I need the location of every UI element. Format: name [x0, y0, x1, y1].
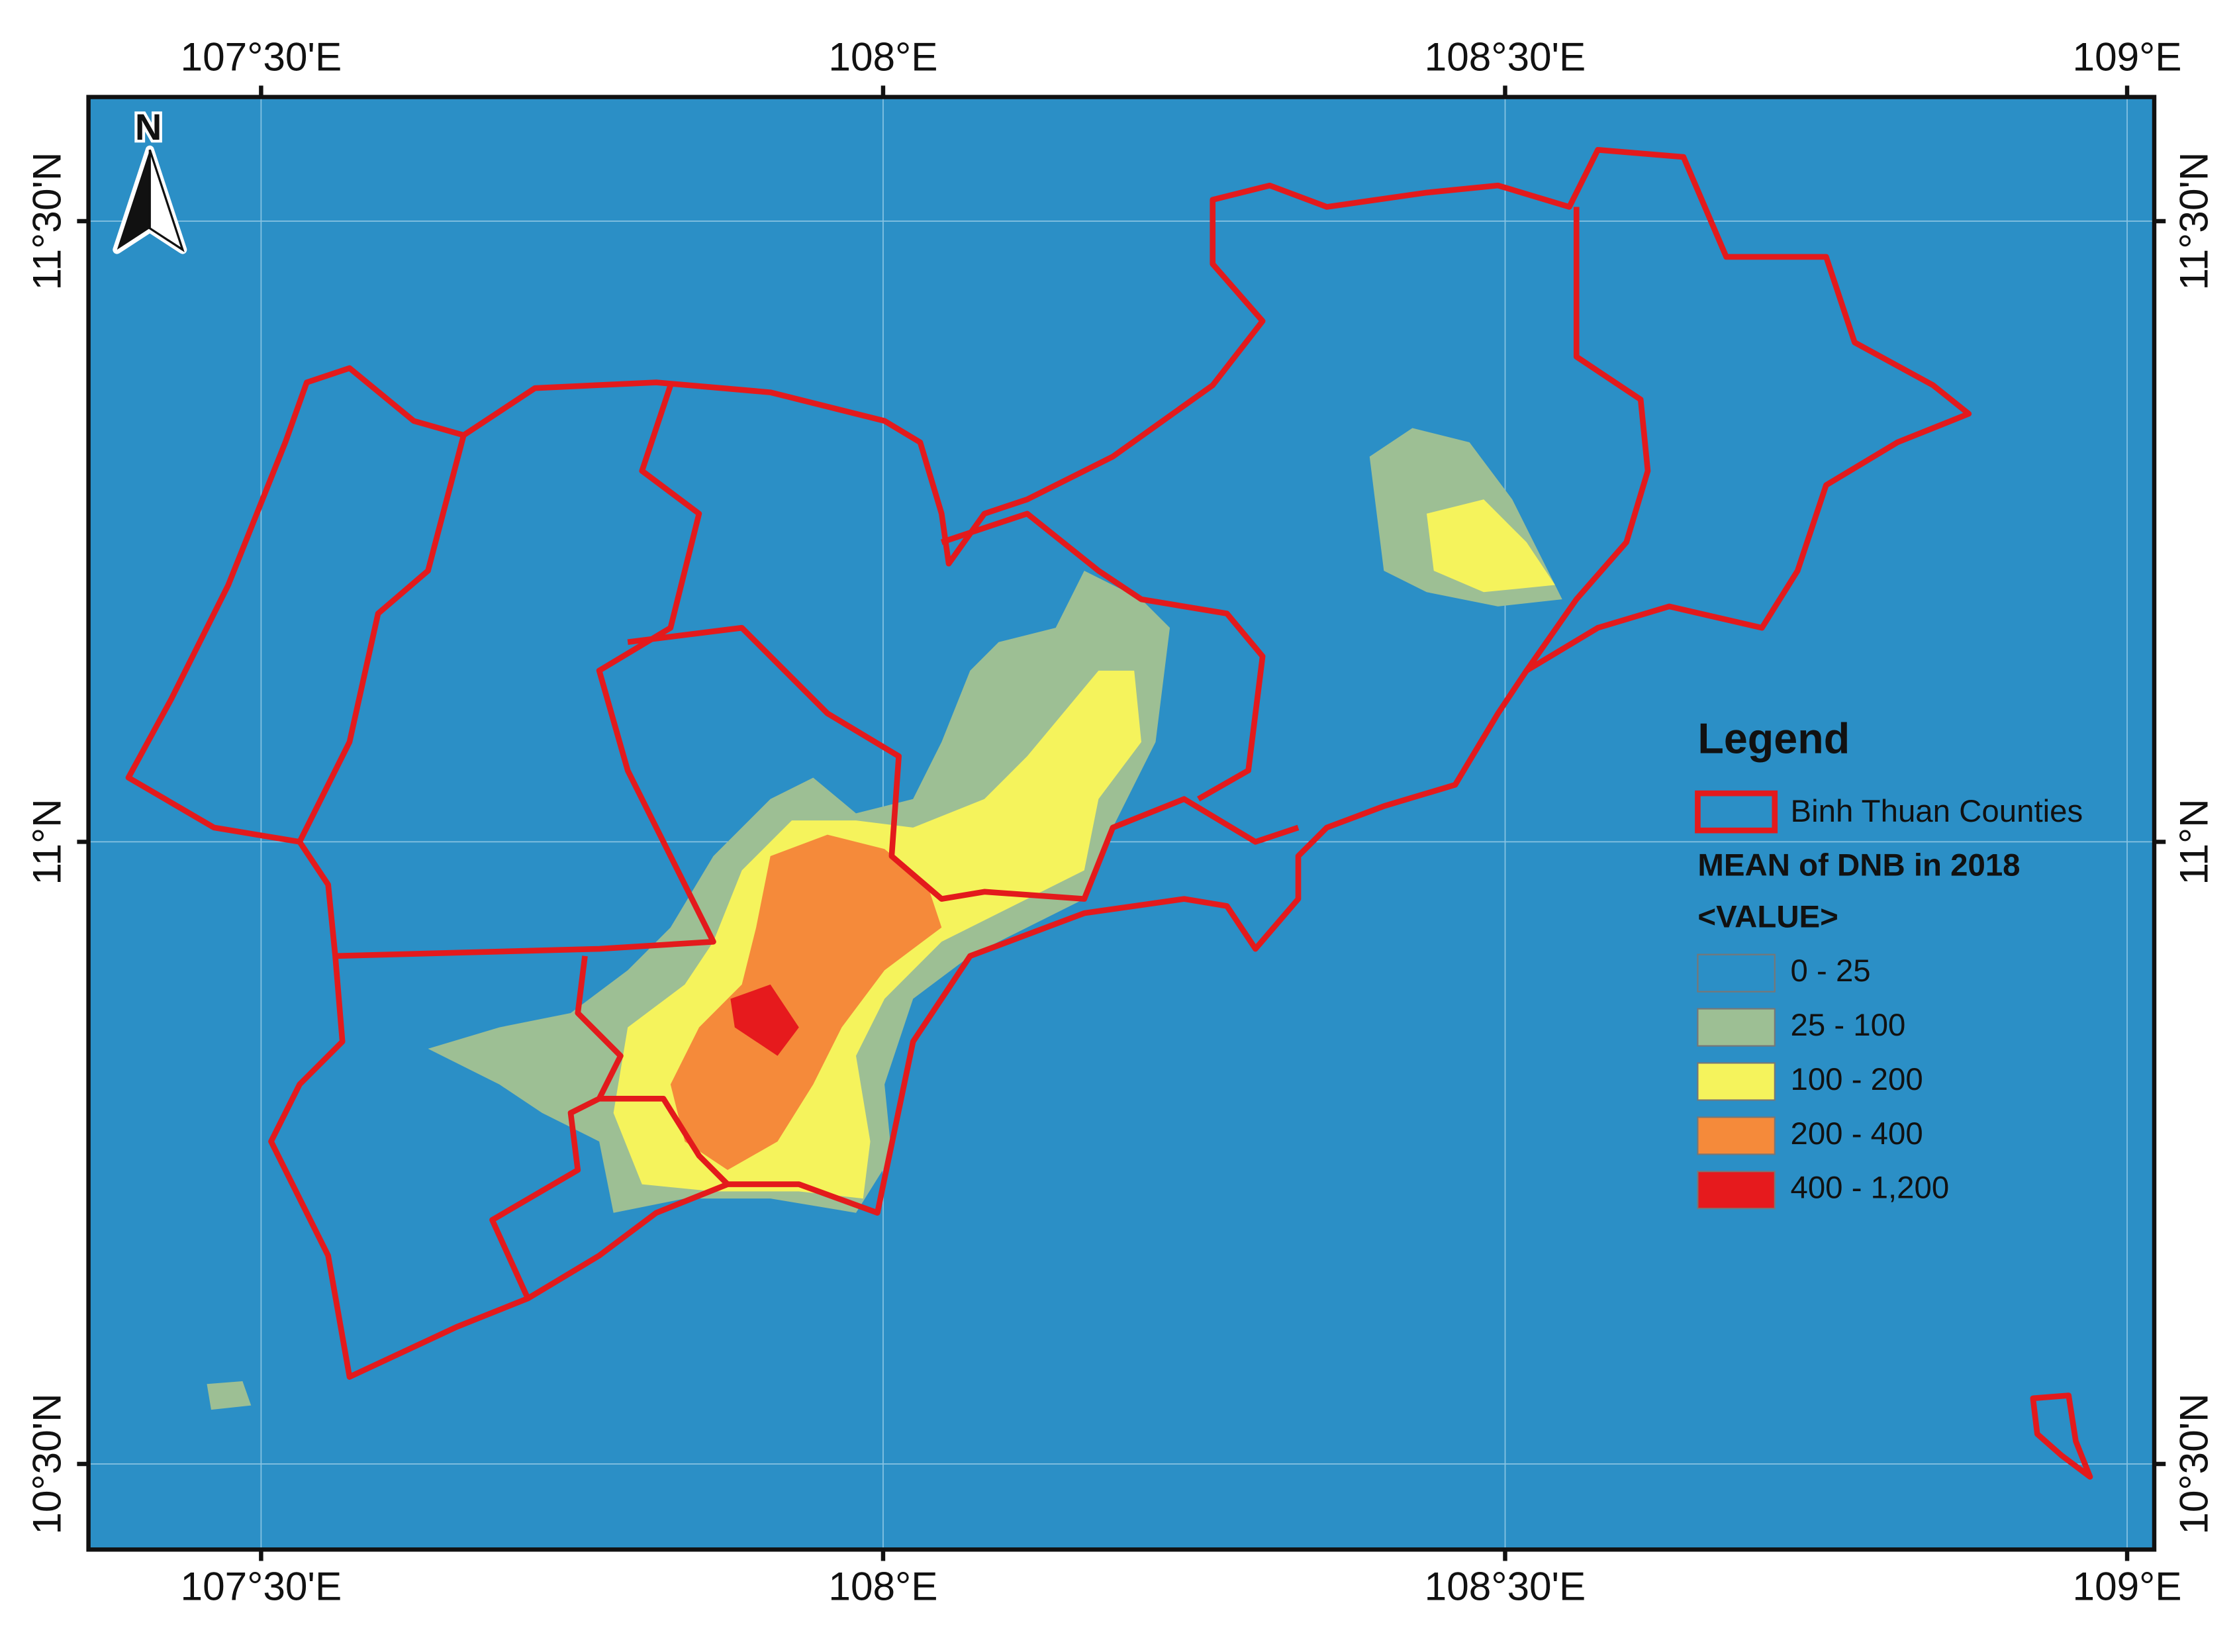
- legend-layer: Binh Thuan Counties: [1790, 794, 2083, 829]
- county-boundary: [335, 384, 716, 959]
- right-tick-label: 11°30'N: [2171, 152, 2216, 291]
- north-arrow: N: [113, 103, 187, 254]
- bottom-tick-label: 108°30'E: [1425, 1564, 1586, 1609]
- north-arrow-light: [148, 149, 185, 252]
- legend-class-label: 200 - 400: [1790, 1116, 1923, 1151]
- legend-class-label: 100 - 200: [1790, 1062, 1923, 1097]
- county-boundary: [599, 1096, 730, 1187]
- legend-county-swatch: [1695, 790, 1778, 834]
- legend-title: Legend: [1697, 714, 1850, 763]
- top-tick-label: 108°E: [828, 34, 937, 79]
- legend-class-label: 400 - 1,200: [1790, 1171, 1949, 1206]
- patch-25-100: [207, 1381, 252, 1410]
- patch-400-1200: [730, 984, 799, 1056]
- legend-field: <VALUE>: [1697, 899, 1838, 934]
- patch-100-200: [1426, 499, 1555, 593]
- legend-class-label: 0 - 25: [1790, 953, 1870, 989]
- county-boundaries: [125, 146, 2093, 1480]
- legend-swatch: [1697, 1171, 1776, 1210]
- county-boundary: [627, 624, 1300, 902]
- legend-class-label: 25 - 100: [1790, 1008, 1905, 1043]
- top-tick-label: 107°30'E: [181, 34, 342, 79]
- legend-swatch: [1697, 1008, 1776, 1047]
- legend-raster-title: MEAN of DNB in 2018: [1697, 848, 2020, 883]
- island-outline: [2030, 1392, 2093, 1480]
- north-label: N: [135, 106, 162, 148]
- left-tick-label: 11°N: [24, 799, 69, 885]
- bottom-tick-label: 108°E: [828, 1564, 937, 1609]
- legend-swatch: [1697, 1062, 1776, 1101]
- legend: Legend Binh Thuan Counties MEAN of DNB i…: [1695, 714, 2083, 1210]
- left-tick-label: 10°30'N: [24, 1393, 69, 1534]
- top-tick-label: 108°30'E: [1425, 34, 1586, 79]
- right-tick-label: 10°30'N: [2171, 1393, 2216, 1534]
- county-boundary: [1524, 207, 1651, 673]
- map-frame: [86, 95, 2157, 1552]
- patch-200-400: [670, 834, 942, 1171]
- left-tick-label: 11°30'N: [24, 152, 69, 291]
- top-tick-label: 109°E: [2073, 34, 2182, 79]
- legend-swatch: [1697, 1116, 1776, 1155]
- bottom-tick-label: 107°30'E: [181, 1564, 342, 1609]
- county-boundary: [940, 510, 1266, 802]
- county-boundary: [489, 955, 624, 1300]
- legend-swatch: [1697, 953, 1776, 993]
- bottom-tick-label: 109°E: [2073, 1564, 2182, 1609]
- province-outline: [125, 146, 1972, 1380]
- county-boundary: [297, 434, 467, 844]
- right-tick-label: 11°N: [2171, 799, 2216, 885]
